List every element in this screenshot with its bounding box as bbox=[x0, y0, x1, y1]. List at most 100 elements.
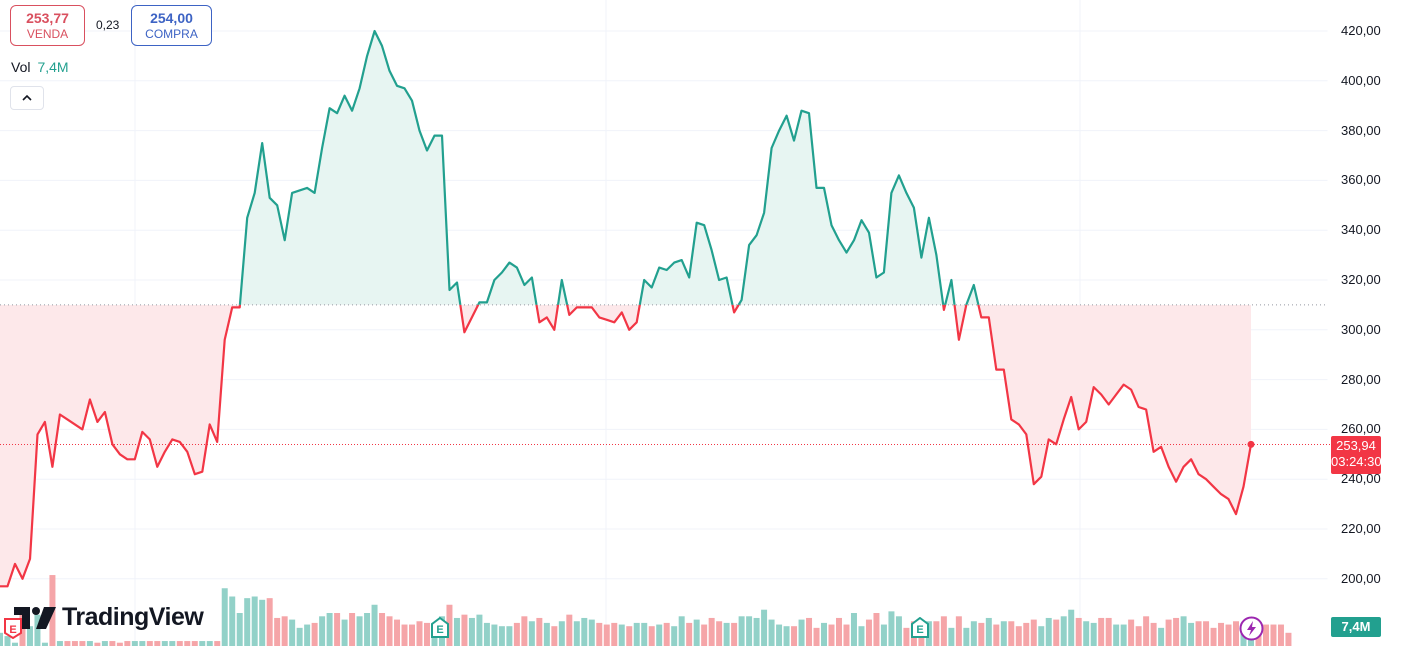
volume-bar bbox=[154, 641, 161, 646]
volume-bar bbox=[1105, 617, 1112, 646]
volume-bar bbox=[746, 616, 753, 646]
volume-bar bbox=[701, 624, 708, 646]
collapse-legend-button[interactable] bbox=[10, 86, 44, 110]
volume-bar bbox=[386, 616, 393, 646]
volume-bar bbox=[521, 616, 528, 646]
volume-bar bbox=[1195, 621, 1202, 646]
tradingview-logo[interactable]: TradingView bbox=[14, 603, 204, 632]
earnings-event-icon[interactable]: E bbox=[3, 617, 23, 640]
volume-bar bbox=[401, 624, 408, 646]
area-fill-below bbox=[0, 304, 1251, 587]
volume-bar bbox=[491, 624, 498, 646]
volume-bar bbox=[19, 611, 26, 646]
volume-bar bbox=[1090, 622, 1097, 646]
volume-bar bbox=[768, 619, 775, 646]
volume-bar bbox=[806, 617, 813, 646]
volume-bar bbox=[1180, 616, 1187, 646]
volume-bar bbox=[169, 641, 176, 646]
volume-bar bbox=[678, 616, 685, 646]
volume-bar bbox=[708, 617, 715, 646]
volume-legend: Vol 7,4M bbox=[11, 59, 69, 75]
axis-tick-label: 280,00 bbox=[1341, 371, 1381, 387]
volume-bar bbox=[1158, 627, 1165, 646]
volume-bar bbox=[453, 617, 460, 646]
volume-bar bbox=[1188, 622, 1195, 646]
volume-bar bbox=[603, 624, 610, 646]
earnings-event-icon[interactable]: E bbox=[910, 616, 930, 639]
lightning-icon[interactable] bbox=[1239, 616, 1264, 641]
sell-button[interactable]: 253,77 VENDA bbox=[10, 5, 85, 46]
volume-bar bbox=[1285, 632, 1292, 646]
volume-bar bbox=[933, 621, 940, 646]
volume-bar bbox=[364, 613, 371, 646]
earnings-event-icon[interactable]: E bbox=[430, 616, 450, 639]
volume-bar bbox=[394, 619, 401, 646]
volume-bar bbox=[858, 626, 865, 646]
volume-bar bbox=[1277, 624, 1284, 646]
volume-bar bbox=[1060, 616, 1067, 646]
axis-tick-label: 200,00 bbox=[1341, 570, 1381, 586]
volume-bar bbox=[753, 617, 760, 646]
axis-tick-label: 220,00 bbox=[1341, 521, 1381, 536]
volume-bar bbox=[11, 642, 18, 646]
volume-bar bbox=[244, 598, 251, 646]
volume-bar bbox=[1128, 619, 1135, 646]
volume-bar bbox=[334, 613, 341, 646]
volume-bar bbox=[663, 622, 670, 646]
volume-bar bbox=[761, 609, 768, 646]
volume-bar bbox=[1053, 619, 1060, 646]
volume-bar bbox=[513, 622, 520, 646]
volume-bar bbox=[880, 624, 887, 646]
volume-bar bbox=[641, 622, 648, 646]
axis-tick-label: 340,00 bbox=[1341, 222, 1381, 238]
volume-bar bbox=[850, 613, 857, 646]
volume-bar bbox=[94, 642, 101, 646]
volume-bar bbox=[259, 599, 266, 646]
volume-bar bbox=[1225, 624, 1232, 646]
last-price-dot bbox=[1247, 440, 1255, 448]
volume-bar bbox=[963, 627, 970, 646]
svg-text:E: E bbox=[436, 624, 443, 636]
volume-bar bbox=[813, 627, 820, 646]
volume-bar bbox=[319, 616, 326, 646]
volume-bar bbox=[1075, 617, 1082, 646]
volume-bar bbox=[1233, 621, 1240, 646]
volume-bar bbox=[86, 641, 93, 646]
volume-bar bbox=[723, 622, 730, 646]
area-fill-above bbox=[239, 31, 979, 305]
volume-bar bbox=[1015, 626, 1022, 646]
volume-bar bbox=[716, 621, 723, 646]
volume-bar bbox=[686, 622, 693, 646]
volume-bar bbox=[229, 596, 236, 646]
volume-bar bbox=[101, 641, 108, 646]
volume-bar bbox=[903, 627, 910, 646]
volume-bar bbox=[1000, 621, 1007, 646]
volume-bar bbox=[1023, 622, 1030, 646]
volume-bar bbox=[468, 617, 475, 646]
volume-bar bbox=[873, 613, 880, 646]
volume-bar bbox=[176, 641, 183, 646]
volume-bar bbox=[191, 641, 198, 646]
volume-bar bbox=[888, 611, 895, 646]
volume-bar bbox=[281, 616, 288, 646]
volume-legend-value: 7,4M bbox=[37, 59, 69, 75]
volume-bar bbox=[551, 626, 558, 646]
volume-bar bbox=[596, 622, 603, 646]
volume-bar bbox=[274, 617, 281, 646]
volume-bar bbox=[948, 627, 955, 646]
buy-button[interactable]: 254,00 COMPRA bbox=[131, 5, 212, 46]
volume-bar bbox=[626, 626, 633, 646]
volume-bar bbox=[835, 617, 842, 646]
volume-bar bbox=[64, 641, 71, 646]
volume-bar bbox=[483, 622, 490, 646]
volume-bar bbox=[776, 624, 783, 646]
volume-bar bbox=[611, 622, 618, 646]
volume-bar bbox=[409, 624, 416, 646]
volume-bar bbox=[791, 626, 798, 646]
volume-bar bbox=[618, 624, 625, 646]
volume-bar bbox=[221, 588, 228, 646]
volume-legend-label: Vol bbox=[11, 59, 31, 75]
volume-bar bbox=[528, 621, 535, 646]
volume-bar bbox=[41, 642, 48, 646]
